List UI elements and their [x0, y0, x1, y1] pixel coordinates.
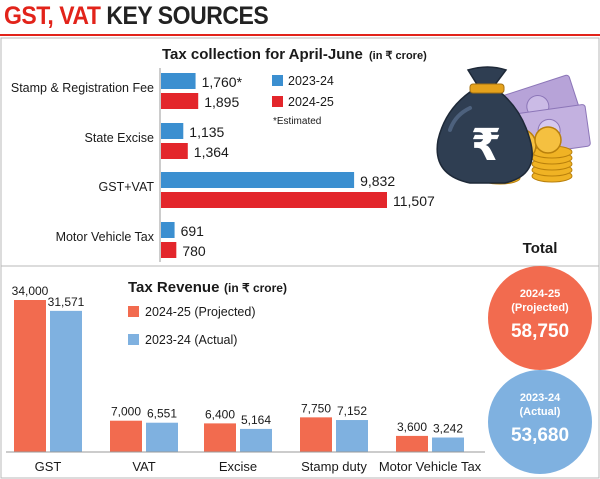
bottom-category-label: GST [35, 459, 62, 474]
top-bar-value: 1,364 [194, 144, 229, 160]
page-title: GST, VAT KEY SOURCES [4, 2, 269, 31]
bottom-bar [110, 420, 142, 452]
bottom-category-label: Motor Vehicle Tax [379, 459, 482, 474]
top-bar [161, 123, 184, 139]
bottom-bar-value: 34,000 [12, 284, 49, 298]
top-bar [161, 192, 387, 208]
top-legend-swatch [272, 75, 283, 86]
top-bar [161, 172, 355, 188]
bottom-chart-title: Tax Revenue [128, 279, 219, 296]
bottom-category-label: Stamp duty [301, 459, 367, 474]
top-bar [161, 93, 199, 109]
top-bar-value: 11,507 [393, 193, 435, 209]
bottom-bar [300, 417, 332, 452]
bottom-chart-unit: (in ₹ crore) [224, 281, 287, 295]
bottom-bar-value: 3,600 [397, 420, 427, 434]
bottom-bar [14, 300, 46, 452]
bottom-bar [432, 437, 464, 452]
bottom-bar-value: 6,551 [147, 407, 177, 421]
bottom-bar [396, 435, 428, 452]
total-circle [488, 370, 592, 474]
bottom-legend-label: 2023-24 (Actual) [145, 333, 237, 347]
top-chart-title: Tax collection for April-June [162, 46, 363, 63]
panel-border [0, 37, 600, 479]
svg-text:₹: ₹ [471, 120, 502, 171]
bottom-bar-value: 7,000 [111, 405, 141, 419]
top-legend-label: 2023-24 [288, 74, 334, 88]
top-category-label: Motor Vehicle Tax [56, 230, 155, 244]
top-bar-value: 1,760* [202, 74, 243, 90]
bottom-bar [50, 310, 82, 452]
bottom-bar [240, 428, 272, 452]
top-bar [161, 222, 175, 238]
top-category-label: State Excise [85, 131, 155, 145]
total-circle-sub: (Projected) [511, 302, 569, 314]
bottom-bar-value: 7,152 [337, 404, 367, 418]
total-circle-year: 2023-24 [520, 392, 561, 404]
total-circle [488, 266, 592, 370]
bottom-bar-value: 7,750 [301, 401, 331, 415]
bottom-category-label: Excise [219, 459, 257, 474]
top-bar-value: 780 [182, 243, 206, 259]
top-bar-value: 1,895 [204, 94, 239, 110]
title-part1: GST, VAT [4, 2, 101, 30]
bottom-bar-value: 31,571 [48, 295, 85, 309]
top-bar-value: 691 [181, 223, 205, 239]
totals-heading: Total [523, 240, 558, 257]
money-bag-icon: ₹ [436, 66, 591, 185]
top-bar [161, 143, 188, 159]
bottom-bar-value: 6,400 [205, 407, 235, 421]
top-legend-swatch [272, 96, 283, 107]
top-chart-note: *Estimated [273, 116, 321, 127]
total-circle-sub: (Actual) [520, 406, 561, 418]
top-bar [161, 73, 196, 89]
bottom-bar-value: 3,242 [433, 422, 463, 436]
bottom-bar-value: 5,164 [241, 413, 271, 427]
title-rule [0, 34, 600, 36]
bottom-category-label: VAT [132, 459, 155, 474]
top-category-label: GST+VAT [99, 180, 155, 194]
top-chart-unit: (in ₹ crore) [369, 50, 427, 62]
bottom-bar [336, 420, 368, 452]
bottom-legend-label: 2024-25 (Projected) [145, 305, 255, 319]
bottom-legend-swatch [128, 306, 139, 317]
top-legend-label: 2024-25 [288, 95, 334, 109]
total-circle-value: 53,680 [511, 425, 569, 446]
top-bar-value: 9,832 [360, 173, 395, 189]
total-circle-value: 58,750 [511, 321, 569, 342]
bottom-legend-swatch [128, 334, 139, 345]
top-category-label: Stamp & Registration Fee [11, 81, 154, 95]
bottom-bar [204, 423, 236, 452]
bottom-bar [146, 422, 178, 452]
total-circle-year: 2024-25 [520, 288, 560, 300]
top-bar-value: 1,135 [189, 124, 224, 140]
title-part2: KEY SOURCES [106, 2, 269, 30]
top-bar [161, 242, 177, 258]
